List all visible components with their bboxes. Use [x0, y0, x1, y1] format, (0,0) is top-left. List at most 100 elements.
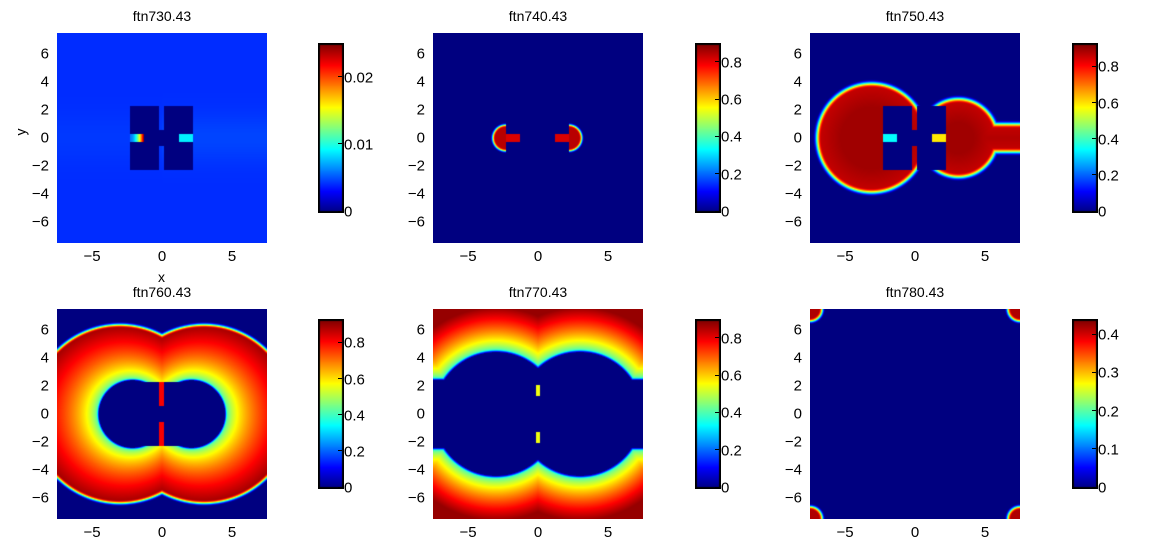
colorbar-tick-label: 0.8: [721, 54, 742, 72]
x-tick-label: 0: [910, 248, 920, 265]
y-axis-label: y: [12, 128, 29, 136]
colorbar-tick-mark: [1092, 410, 1096, 412]
y-tick-label: −4: [407, 461, 425, 479]
colorbar-tick-mark: [338, 450, 342, 452]
y-tick-label: 6: [416, 321, 425, 339]
x-tick-label: 5: [980, 248, 990, 265]
colorbar: [318, 319, 344, 489]
plot-title: ftn730.43: [132, 8, 192, 24]
colorbar-tick-mark: [715, 61, 719, 63]
colorbar-tick-mark: [1092, 174, 1096, 176]
x-tick-label: −5: [836, 248, 854, 265]
colorbar-tick-mark: [715, 374, 719, 376]
colorbar-tick-label: 0.4: [1098, 131, 1119, 149]
colorbar-tick-label: 0.2: [721, 166, 742, 184]
colorbar-tick-mark: [338, 76, 342, 78]
colorbar-tick-label: 0.2: [344, 443, 365, 461]
heatmap-image: [57, 309, 267, 519]
y-tick-label: −2: [31, 157, 49, 175]
colorbar: [1072, 43, 1098, 213]
colorbar-tick-label: 0.6: [1098, 95, 1119, 113]
y-tick-label: 6: [40, 321, 49, 339]
colorbar-tick-mark: [715, 98, 719, 100]
colorbar: [318, 43, 344, 213]
colorbar-tick-mark: [1092, 333, 1096, 335]
colorbar-tick-mark: [338, 210, 342, 212]
y-tick-label: 4: [40, 349, 49, 367]
x-tick-label: 0: [910, 524, 920, 541]
colorbar-tick-label: 0.2: [1098, 167, 1119, 185]
colorbar-tick-mark: [338, 341, 342, 343]
x-tick-label: 5: [603, 248, 613, 265]
y-tick-label: 4: [40, 73, 49, 91]
colorbar-tick-mark: [715, 486, 719, 488]
y-tick-label: 4: [793, 73, 802, 91]
x-tick-label: −5: [836, 524, 854, 541]
colorbar-tick-label: 0: [721, 203, 730, 221]
y-tick-label: 0: [416, 129, 425, 147]
x-tick-label: 0: [533, 248, 543, 265]
colorbar-tick-mark: [1092, 138, 1096, 140]
colorbar: [1072, 319, 1098, 489]
y-tick-label: 6: [793, 321, 802, 339]
colorbar-tick-mark: [338, 486, 342, 488]
heatmap-image: [433, 309, 643, 519]
y-tick-label: −2: [407, 157, 425, 175]
colorbar-tick-mark: [1092, 65, 1096, 67]
y-tick-label: 0: [416, 405, 425, 423]
colorbar-tick-label: 0.8: [344, 334, 365, 352]
y-tick-label: −6: [31, 489, 49, 507]
colorbar-tick-mark: [715, 135, 719, 137]
y-tick-label: −6: [31, 213, 49, 231]
plot-title: ftn740.43: [508, 8, 568, 24]
colorbar-tick-label: 0.6: [344, 371, 365, 389]
colorbar-tick-mark: [1092, 371, 1096, 373]
y-tick-label: 0: [793, 129, 802, 147]
y-tick-label: −4: [31, 185, 49, 203]
colorbar-tick-mark: [1092, 210, 1096, 212]
colorbar-tick-label: 0: [1098, 479, 1107, 497]
colorbar-tick-label: 0.2: [1098, 403, 1119, 421]
colorbar-tick-label: 0.4: [721, 128, 742, 146]
colorbar-tick-label: 0.4: [1098, 326, 1119, 344]
y-tick-label: 4: [416, 349, 425, 367]
colorbar-tick-mark: [1092, 448, 1096, 450]
colorbar-tick-mark: [338, 414, 342, 416]
heatmap-image: [433, 33, 643, 243]
colorbar-tick-mark: [1092, 486, 1096, 488]
colorbar-tick-mark: [715, 173, 719, 175]
y-tick-label: 6: [793, 45, 802, 63]
x-tick-label: 5: [603, 524, 613, 541]
y-tick-label: 2: [793, 377, 802, 395]
y-tick-label: −4: [784, 461, 802, 479]
y-tick-label: 2: [40, 101, 49, 119]
plot-title: ftn770.43: [508, 284, 568, 300]
plot-title: ftn760.43: [132, 284, 192, 300]
y-tick-label: 2: [40, 377, 49, 395]
colorbar-tick-label: 0: [721, 479, 730, 497]
plot-title: ftn750.43: [885, 8, 945, 24]
x-tick-label: 5: [227, 248, 237, 265]
x-tick-label: −5: [459, 248, 477, 265]
y-tick-label: −2: [407, 433, 425, 451]
y-tick-label: −6: [407, 213, 425, 231]
y-tick-label: 2: [416, 101, 425, 119]
heatmap-image: [57, 33, 267, 243]
colorbar-tick-mark: [1092, 102, 1096, 104]
y-tick-label: −6: [407, 489, 425, 507]
colorbar-tick-label: 0: [344, 479, 353, 497]
colorbar-tick-label: 0.2: [721, 442, 742, 460]
heatmap-image: [810, 309, 1020, 519]
colorbar-tick-label: 0.4: [721, 404, 742, 422]
colorbar: [695, 43, 721, 213]
colorbar-tick-label: 0.8: [1098, 58, 1119, 76]
x-tick-label: 0: [157, 524, 167, 541]
colorbar: [695, 319, 721, 489]
colorbar-tick-label: 0.1: [1098, 441, 1119, 459]
y-tick-label: −6: [784, 213, 802, 231]
x-tick-label: 5: [227, 524, 237, 541]
colorbar-tick-mark: [715, 337, 719, 339]
x-tick-label: 5: [980, 524, 990, 541]
heatmap-image: [810, 33, 1020, 243]
y-tick-label: 4: [793, 349, 802, 367]
